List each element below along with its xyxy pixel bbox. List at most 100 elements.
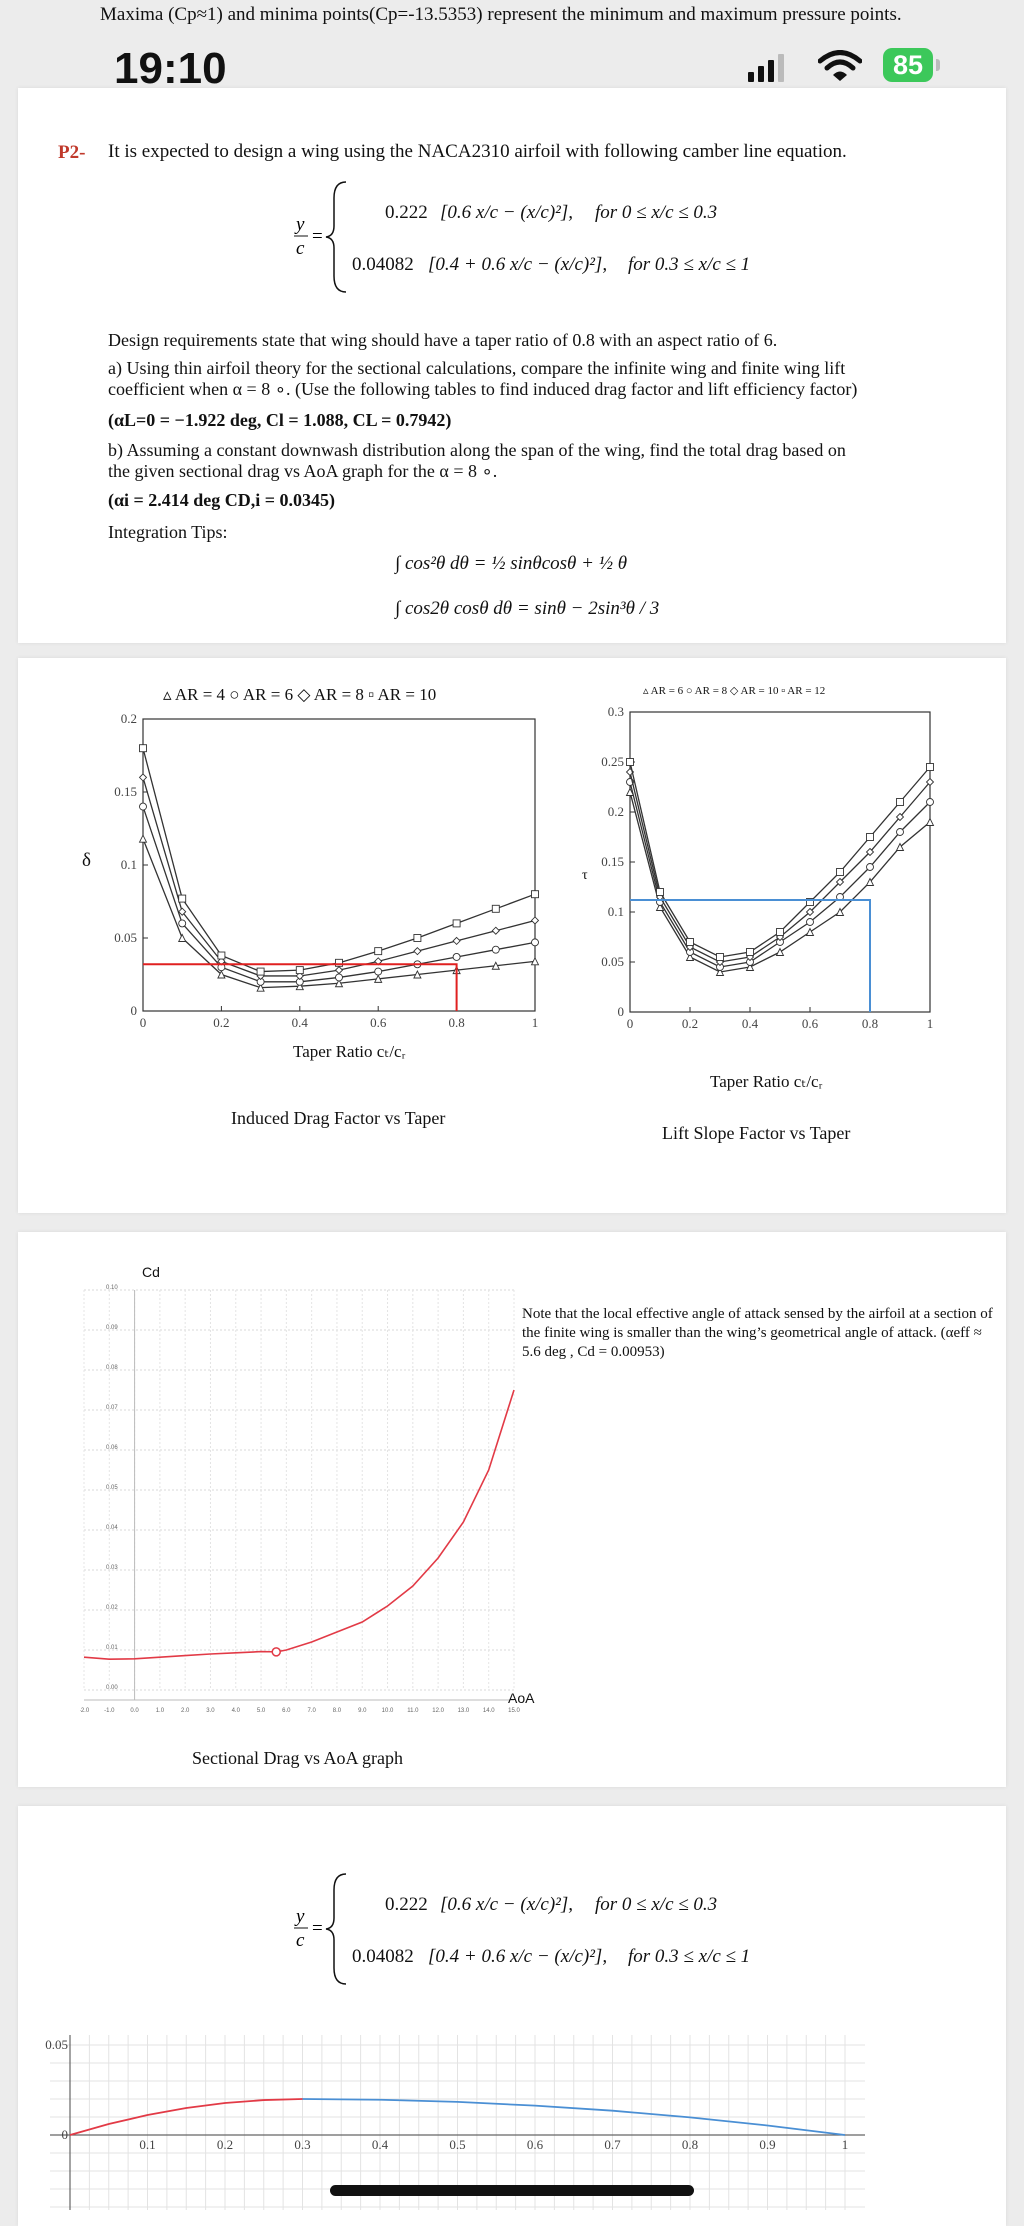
x-tick-label: 0.9 bbox=[759, 2137, 775, 2152]
data-point bbox=[295, 971, 304, 981]
data-point bbox=[334, 978, 344, 988]
data-point bbox=[530, 916, 540, 925]
data-point bbox=[491, 961, 501, 970]
data-point bbox=[835, 907, 845, 916]
battery-icon: 85 bbox=[883, 48, 933, 82]
x-tick-label: 0.2 bbox=[213, 1015, 229, 1030]
data-point bbox=[806, 918, 814, 926]
data-point bbox=[805, 927, 815, 936]
data-point bbox=[716, 953, 724, 961]
status-bar: 19:10 85 bbox=[0, 38, 1024, 94]
data-point bbox=[178, 907, 187, 916]
x-tick-label: 0.2 bbox=[217, 2137, 233, 2152]
data-point bbox=[334, 965, 344, 975]
drag-ylabel: Cd bbox=[142, 1264, 160, 1280]
y-tick-label: 0.10 bbox=[106, 1285, 118, 1291]
x-tick-label: 0.6 bbox=[370, 1015, 387, 1030]
data-point bbox=[295, 981, 305, 991]
part-b-answer: (αi = 2.414 deg CD,i = 0.0345) bbox=[108, 490, 336, 510]
x-tick-label: 0.3 bbox=[294, 2137, 310, 2152]
y-tick-label: 0.2 bbox=[608, 804, 624, 819]
data-point bbox=[685, 952, 695, 961]
tip-1: ∫ cos²θ dθ = ½ sinθcosθ + ½ θ bbox=[395, 553, 628, 574]
y-tick-label: 0.04 bbox=[106, 1525, 118, 1531]
signal-icon bbox=[748, 54, 784, 82]
data-point bbox=[452, 953, 461, 961]
plot-frame bbox=[629, 711, 931, 1013]
y-tick-label: 0 bbox=[62, 2127, 69, 2142]
data-point bbox=[835, 877, 845, 887]
home-indicator[interactable] bbox=[330, 2185, 694, 2196]
row1-coef-repeat: 0.222 bbox=[385, 1894, 428, 1915]
svg-text:=: = bbox=[312, 226, 323, 247]
y-tick-label: 0 bbox=[618, 1004, 625, 1019]
problem-label: P2- bbox=[58, 142, 86, 163]
x-tick-label: 0.4 bbox=[372, 2137, 389, 2152]
row2-expr: [0.4 + 0.6 x/c − (x/c)²], bbox=[428, 254, 608, 275]
highlight-point bbox=[271, 1647, 281, 1657]
data-point bbox=[138, 834, 148, 843]
y-tick-label: 0.08 bbox=[106, 1365, 118, 1371]
y-tick-label: 0.01 bbox=[106, 1645, 118, 1651]
data-point bbox=[139, 744, 147, 753]
y-tick-label: 0.05 bbox=[601, 954, 624, 969]
data-point bbox=[217, 969, 226, 979]
status-time: 19:10 bbox=[114, 44, 227, 93]
data-point bbox=[715, 967, 725, 976]
x-tick-label: 0.8 bbox=[682, 2137, 698, 2152]
x-tick-label: 0 bbox=[140, 1015, 147, 1030]
y-tick-label: 0.05 bbox=[45, 2037, 68, 2052]
data-point bbox=[895, 842, 905, 851]
x-tick-label: 0.4 bbox=[292, 1015, 309, 1030]
x-tick-label: 0.8 bbox=[448, 1015, 464, 1030]
data-point bbox=[177, 933, 187, 942]
equation-brace-repeat: y c = bbox=[294, 1873, 347, 1985]
x-tick-label: 15.0 bbox=[508, 1708, 520, 1714]
svg-text:c: c bbox=[296, 1930, 305, 1951]
data-point bbox=[374, 967, 383, 976]
x-tick-label: 6.0 bbox=[282, 1708, 291, 1714]
top-caption: Maxima (Cp≈1) and minima points(Cp=-13.5… bbox=[100, 4, 902, 25]
lift-slope-chart: 0 0.2 0.4 0.6 0.8 1 0 0.05 0.1 0.15 0.2 0.25 0.3 bbox=[601, 704, 935, 1031]
x-tick-label: 2.0 bbox=[181, 1708, 190, 1714]
camber-plot: 0.050-0.050.10.20.30.40.50.60.70.80.91 bbox=[45, 2035, 865, 2210]
data-point bbox=[745, 962, 755, 971]
problem-card bbox=[18, 88, 1006, 643]
data-point bbox=[256, 983, 265, 992]
data-point bbox=[655, 902, 665, 911]
lift-y-symbol: τ bbox=[582, 868, 588, 883]
y-tick-label: 0.25 bbox=[601, 754, 624, 769]
camber-line-aft bbox=[302, 2098, 846, 2136]
x-tick-label: 0.1 bbox=[139, 2137, 155, 2152]
row1-expr-repeat: [0.6 x/c − (x/c)²], bbox=[440, 1894, 573, 1915]
drag-note: Note that the local effective angle of a… bbox=[522, 1306, 993, 1360]
y-tick-label: 0.05 bbox=[114, 930, 137, 945]
data-point bbox=[452, 936, 461, 946]
row2-coef: 0.04082 bbox=[352, 254, 414, 275]
row2-cond: for 0.3 ≤ x/c ≤ 1 bbox=[628, 254, 751, 275]
data-point bbox=[896, 798, 904, 806]
part-a-answer: (αL=0 = −1.922 deg, Cl = 1.088, CL = 0.7… bbox=[108, 410, 452, 430]
part-a-line1: a) Using thin airfoil theory for the sec… bbox=[108, 358, 846, 378]
x-tick-label: 9.0 bbox=[358, 1708, 367, 1714]
y-tick-label: 0.05 bbox=[106, 1485, 118, 1491]
data-point bbox=[806, 898, 814, 906]
x-tick-label: 0.8 bbox=[862, 1016, 878, 1031]
data-point bbox=[491, 904, 500, 913]
data-point bbox=[374, 947, 383, 956]
x-tick-label: 0 bbox=[627, 1016, 634, 1031]
y-tick-label: 0.15 bbox=[601, 854, 624, 869]
x-tick-label: 0.6 bbox=[802, 1016, 819, 1031]
data-point bbox=[139, 802, 147, 811]
x-tick-label: 10.0 bbox=[382, 1708, 394, 1714]
induced-caption: Induced Drag Factor vs Taper bbox=[231, 1108, 446, 1128]
x-tick-label: 7.0 bbox=[307, 1708, 316, 1714]
data-point bbox=[335, 973, 343, 982]
equation-brace: y c = bbox=[294, 181, 347, 293]
lift-legend: ▵ AR = 6 ○ AR = 8 ◇ AR = 10 ▫ AR = 12 bbox=[643, 685, 826, 697]
x-tick-label: 0.6 bbox=[527, 2137, 544, 2152]
part-b-line2: the given sectional drag vs AoA graph fo… bbox=[108, 461, 498, 481]
x-tick-label: 0.5 bbox=[449, 2137, 465, 2152]
svg-text:c: c bbox=[296, 238, 305, 259]
x-tick-label: 1.0 bbox=[156, 1708, 165, 1714]
